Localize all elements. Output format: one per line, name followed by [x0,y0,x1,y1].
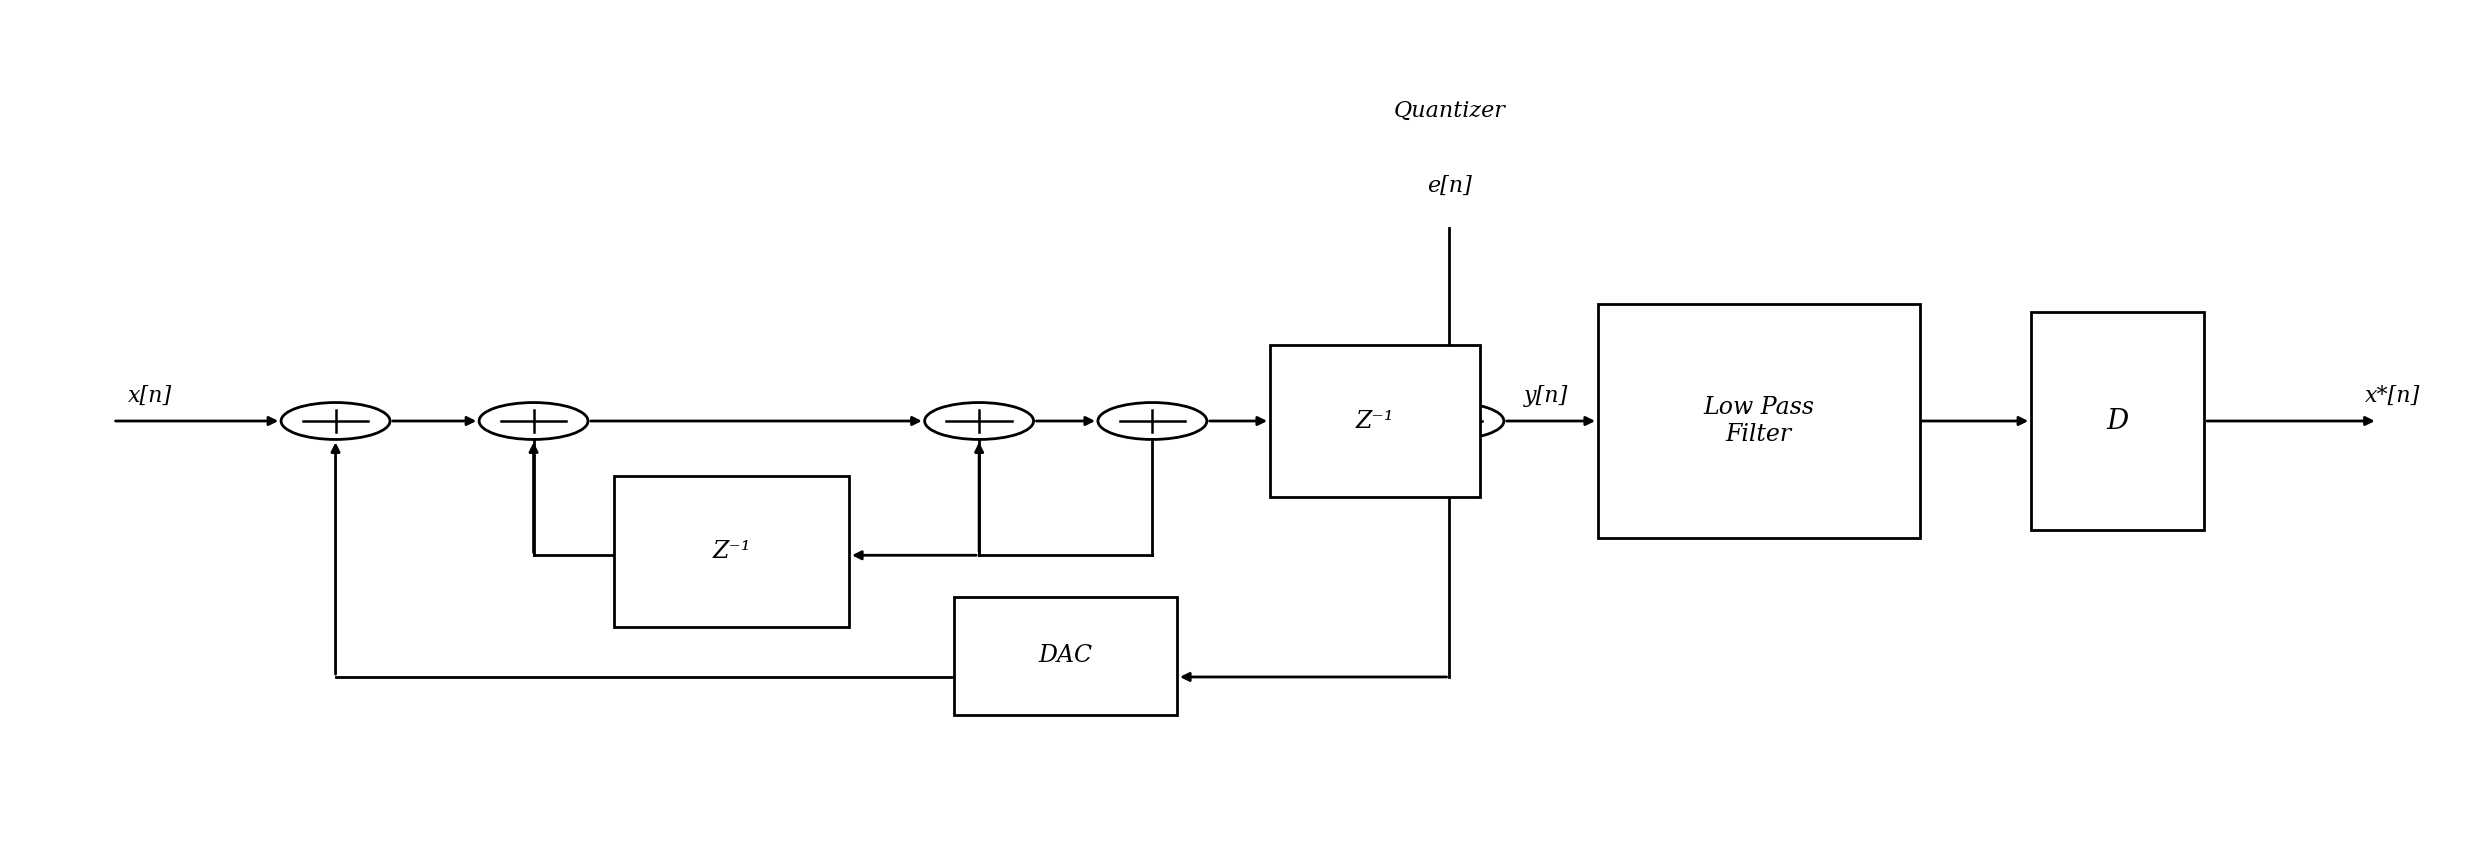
Text: x*[n]: x*[n] [2364,385,2421,407]
Text: Quantizer: Quantizer [1393,99,1504,121]
Text: Low Pass
Filter: Low Pass Filter [1702,397,1814,445]
Bar [1598,303,1920,539]
Text: DAC: DAC [1038,644,1093,668]
Bar [2032,312,2205,530]
Text: Z⁻¹: Z⁻¹ [1355,409,1395,433]
Text: D: D [2106,408,2129,434]
Text: e[n]: e[n] [1427,175,1472,197]
Bar [615,476,850,626]
Text: y[n]: y[n] [1524,385,1569,407]
Bar [954,597,1177,715]
Text: Z⁻¹: Z⁻¹ [711,540,751,562]
Bar [1269,345,1479,497]
Text: x[n]: x[n] [129,385,171,407]
